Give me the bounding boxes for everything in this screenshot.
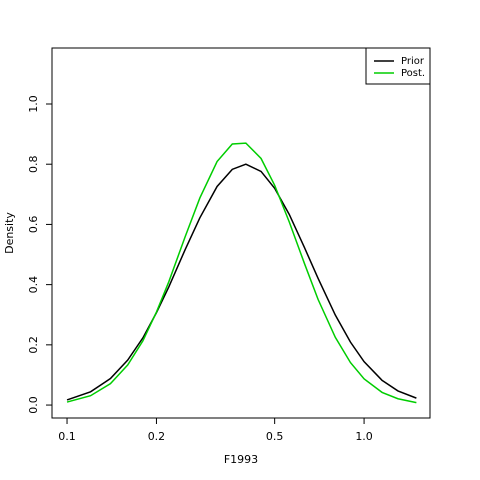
x-tick-label: 0.5 bbox=[266, 430, 284, 443]
y-tick-label: 0.2 bbox=[27, 336, 40, 354]
plot-frame bbox=[51, 47, 431, 419]
x-tick-label: 0.2 bbox=[148, 430, 166, 443]
x-axis-label: F1993 bbox=[224, 453, 258, 466]
x-tick-label: 0.1 bbox=[58, 430, 76, 443]
legend-label: Post. bbox=[401, 68, 425, 79]
y-tick-label: 0.0 bbox=[27, 396, 40, 414]
y-tick-label: 1.0 bbox=[27, 95, 40, 113]
y-tick-label: 0.4 bbox=[27, 276, 40, 294]
y-tick-label: 0.6 bbox=[27, 216, 40, 234]
y-tick-label: 0.8 bbox=[27, 155, 40, 173]
legend-box bbox=[365, 47, 431, 85]
x-tick-label: 1.0 bbox=[355, 430, 373, 443]
legend-label: Prior bbox=[401, 56, 425, 67]
data-line bbox=[66, 142, 417, 404]
y-axis-label: Density bbox=[3, 212, 16, 254]
data-line bbox=[66, 163, 417, 401]
